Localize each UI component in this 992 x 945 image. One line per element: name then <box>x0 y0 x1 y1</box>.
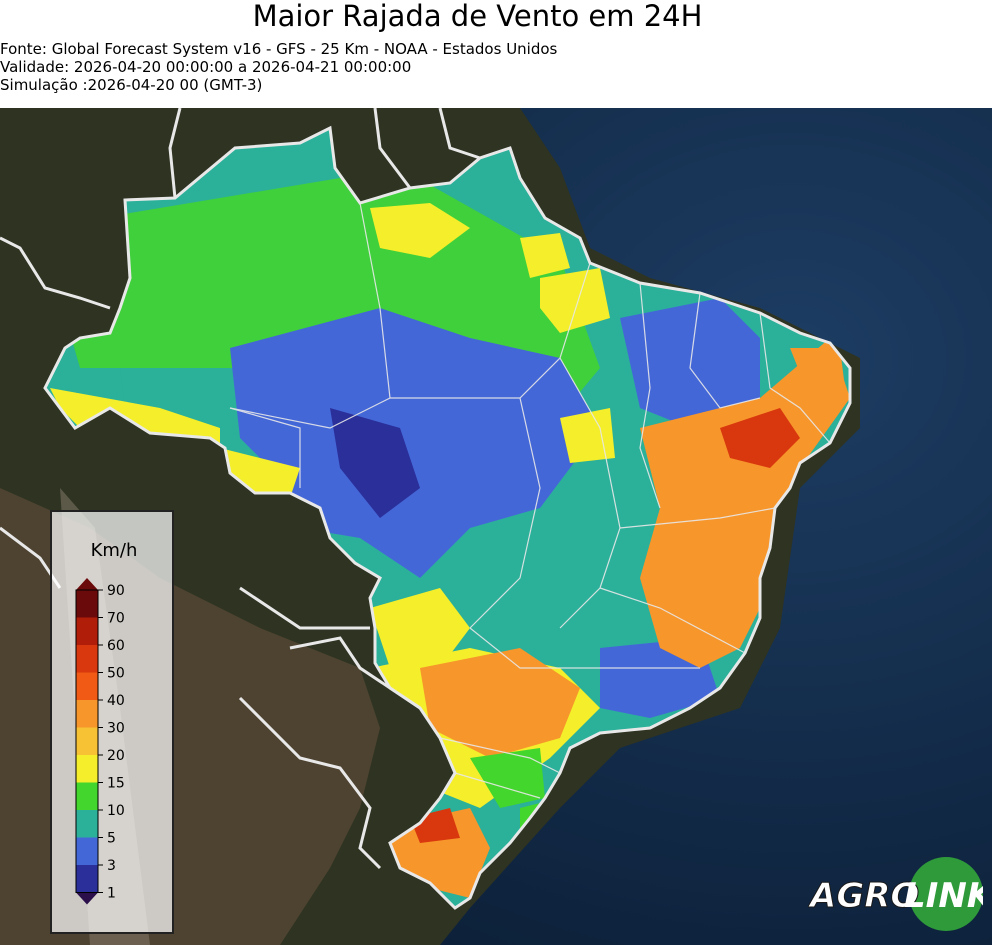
colorbar-segment <box>76 865 98 893</box>
source-text: Fonte: Global Forecast System v16 - GFS … <box>0 40 558 58</box>
map-title: Maior Rajada de Vento em 24H <box>252 0 703 33</box>
legend-unit: Km/h <box>90 540 138 561</box>
colorbar-legend: Km/h 90 70 60 50 40 30 20 15 10 5 3 1 <box>50 510 174 934</box>
colorbar-tick-label: 15 <box>107 776 125 792</box>
colorbar-tick-label: 10 <box>107 803 125 819</box>
colorbar-segment <box>76 755 98 783</box>
colorbar-segment <box>76 727 98 756</box>
colorbar-tick-label: 30 <box>107 721 125 737</box>
logo-text-right: LINK <box>904 876 983 916</box>
colorbar-tick-label: 90 <box>107 583 125 599</box>
colorbar-tick-label: 60 <box>107 638 125 654</box>
agrolink-logo: AGRO LINK <box>808 857 983 931</box>
colorbar-tick-label: 40 <box>107 693 125 709</box>
colorbar-tick-label: 3 <box>107 858 116 874</box>
logo-text-left: AGRO <box>808 876 919 916</box>
colorbar-tick-label: 5 <box>107 831 116 847</box>
logo-circle <box>909 857 983 931</box>
colorbar-tick-label: 50 <box>107 666 125 682</box>
colorbar: 90 70 60 50 40 30 20 15 10 5 3 1 <box>75 578 125 905</box>
colorbar-tick-label: 20 <box>107 748 125 764</box>
colorbar-segment <box>76 590 98 618</box>
simulation-text: Simulação :2026-04-20 00 (GMT-3) <box>0 76 263 94</box>
colorbar-segment <box>76 700 98 728</box>
colorbar-tick-label: 1 <box>107 886 116 902</box>
state-borders <box>229 202 831 799</box>
colorbar-segment <box>76 617 98 646</box>
colorbar-segment <box>76 810 98 838</box>
colorbar-max-arrow <box>76 578 98 590</box>
colorbar-tick-label: 70 <box>107 611 125 627</box>
colorbar-segment <box>76 672 98 701</box>
colorbar-segment <box>76 645 98 673</box>
colorbar-segment <box>76 837 98 866</box>
validity-text: Validade: 2026-04-20 00:00:00 a 2026-04-… <box>0 58 412 76</box>
colorbar-min-arrow <box>76 892 98 905</box>
colorbar-outline <box>75 589 99 893</box>
colorbar-segment <box>76 782 98 811</box>
country-borders <box>0 108 852 910</box>
